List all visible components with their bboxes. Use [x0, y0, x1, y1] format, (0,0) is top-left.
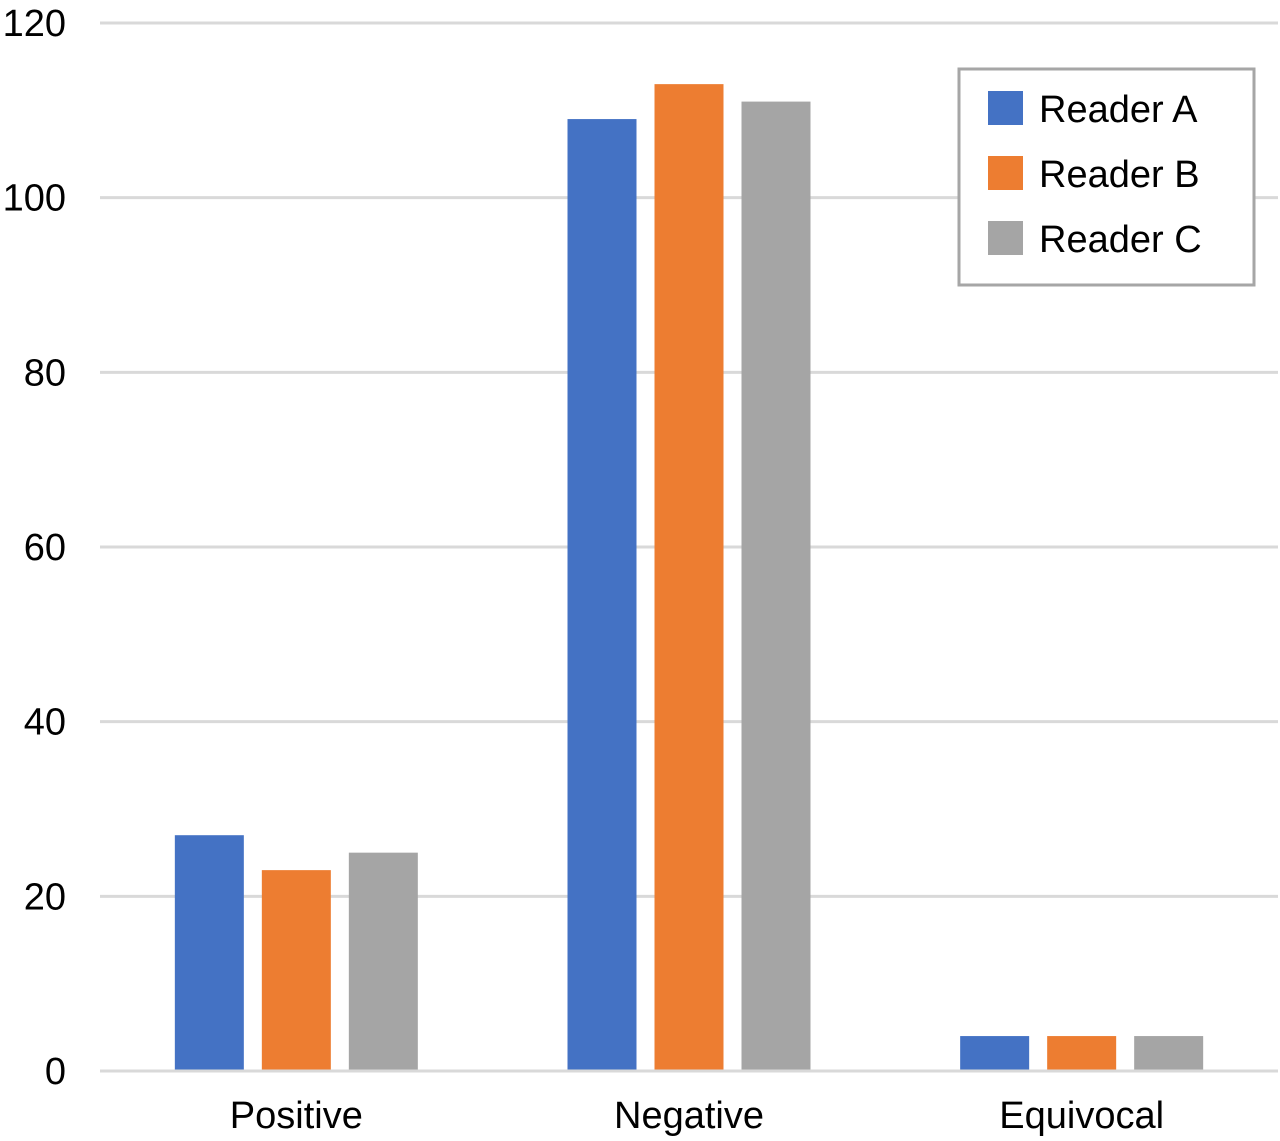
legend-swatch-reader-a	[988, 91, 1023, 125]
y-tick-label: 100	[3, 178, 66, 220]
y-tick-label: 120	[3, 3, 66, 45]
y-tick-label: 0	[45, 1051, 66, 1093]
bar-equivocal-reader-b	[1047, 1036, 1117, 1071]
bar-positive-reader-b	[261, 870, 331, 1071]
bar-negative-reader-a	[567, 119, 637, 1072]
bar-negative-reader-b	[654, 84, 724, 1072]
y-tick-label: 60	[24, 527, 66, 569]
bar-positive-reader-a	[174, 835, 244, 1071]
y-axis-ticks: 0 20 40 60 80 100 120	[3, 3, 66, 1093]
legend-label: Reader B	[1039, 154, 1200, 196]
bar-positive-reader-c	[348, 852, 418, 1071]
legend-swatch-reader-b	[988, 156, 1023, 190]
legend-label: Reader C	[1039, 219, 1202, 261]
x-category-label: Equivocal	[999, 1095, 1164, 1137]
x-axis-labels: Positive Negative Equivocal	[230, 1095, 1164, 1137]
x-category-label: Positive	[230, 1095, 363, 1137]
bar-equivocal-reader-a	[960, 1036, 1030, 1071]
legend-swatch-reader-c	[988, 221, 1023, 255]
bar-negative-reader-c	[741, 101, 811, 1072]
y-tick-label: 20	[24, 876, 66, 918]
bars	[174, 84, 1204, 1072]
y-tick-label: 80	[24, 352, 66, 394]
legend-label: Reader A	[1039, 89, 1198, 131]
x-category-label: Negative	[614, 1095, 764, 1137]
legend-items: Reader A Reader B Reader C	[988, 89, 1202, 261]
legend: Reader A Reader B Reader C	[957, 67, 1256, 287]
y-tick-label: 40	[24, 702, 66, 744]
bar-equivocal-reader-c	[1134, 1036, 1204, 1071]
